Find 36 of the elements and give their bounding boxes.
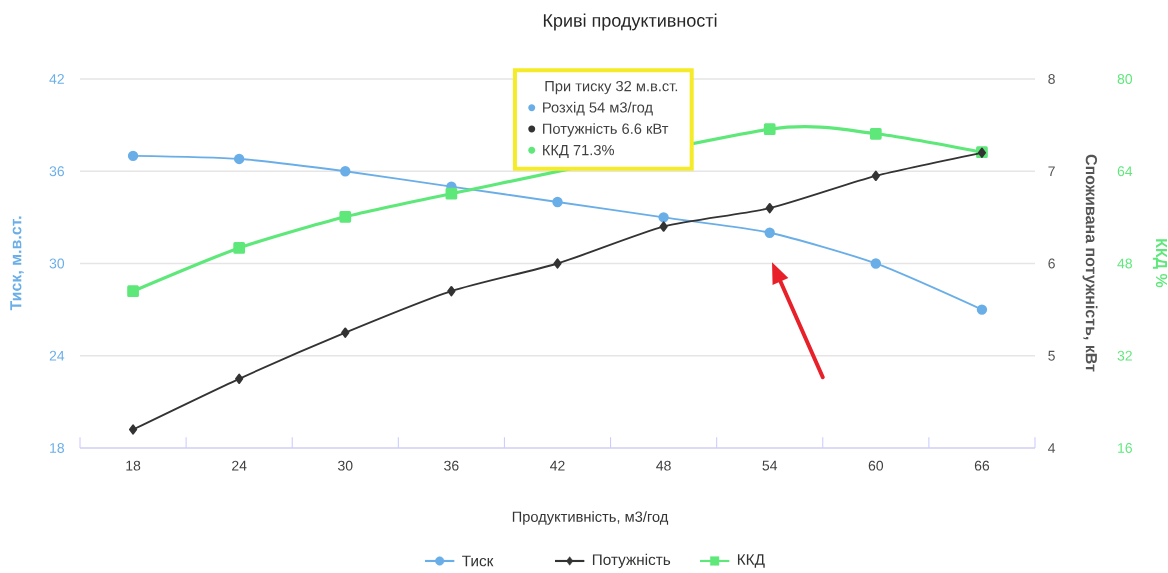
- y2-tick-label: 7: [1048, 166, 1055, 177]
- annotation: Потужність 6.6 кВт: [543, 123, 669, 137]
- x-tick-label: 54: [762, 460, 778, 471]
- x-tick-label: 30: [338, 460, 353, 471]
- y3-tick-label: 32: [1117, 350, 1132, 361]
- y3-tick-label: 80: [1117, 74, 1133, 84]
- legend-label: ККД: [737, 554, 765, 568]
- y2-axis-title: Споживана потужність, кВт: [1082, 154, 1098, 372]
- y2-tick-label: 4: [1048, 443, 1056, 453]
- y-tick-label: 42: [49, 74, 64, 84]
- y2-tick-label: 6: [1048, 258, 1055, 269]
- annotation: ККД 71.3%: [543, 144, 614, 159]
- y3-tick-label: 16: [1118, 443, 1132, 453]
- y-axis-title: Тиск, м.в.ст.: [10, 216, 24, 311]
- x-tick-label: 48: [656, 460, 671, 471]
- y3-tick-label: 64: [1117, 166, 1133, 177]
- x-tick-label: 60: [868, 460, 884, 471]
- y-tick-label: 36: [49, 166, 65, 177]
- y-tick-label: 24: [49, 350, 65, 361]
- annotation: При тиску 32 м.в.ст.: [545, 80, 678, 95]
- chart-title: Криві продуктивності: [543, 13, 717, 31]
- x-tick-label: 24: [232, 460, 247, 471]
- annotation: Розхід 54 м3/год: [543, 101, 653, 116]
- y2-tick-label: 8: [1048, 74, 1055, 84]
- y-tick-label: 18: [50, 443, 65, 453]
- x-tick-label: 66: [974, 460, 990, 471]
- y-tick-label: 30: [49, 258, 65, 269]
- x-tick-label: 42: [550, 460, 565, 471]
- y3-tick-label: 48: [1117, 258, 1132, 269]
- x-tick-label: 18: [126, 460, 141, 471]
- legend-label: Тиск: [462, 555, 494, 567]
- x-tick-label: 36: [444, 460, 459, 471]
- x-axis-title: Продуктивність, м3/год: [512, 511, 669, 525]
- legend-label: Потужність: [592, 553, 671, 569]
- y3-axis-title: ККД %: [1152, 239, 1168, 288]
- y2-tick-label: 5: [1048, 350, 1055, 361]
